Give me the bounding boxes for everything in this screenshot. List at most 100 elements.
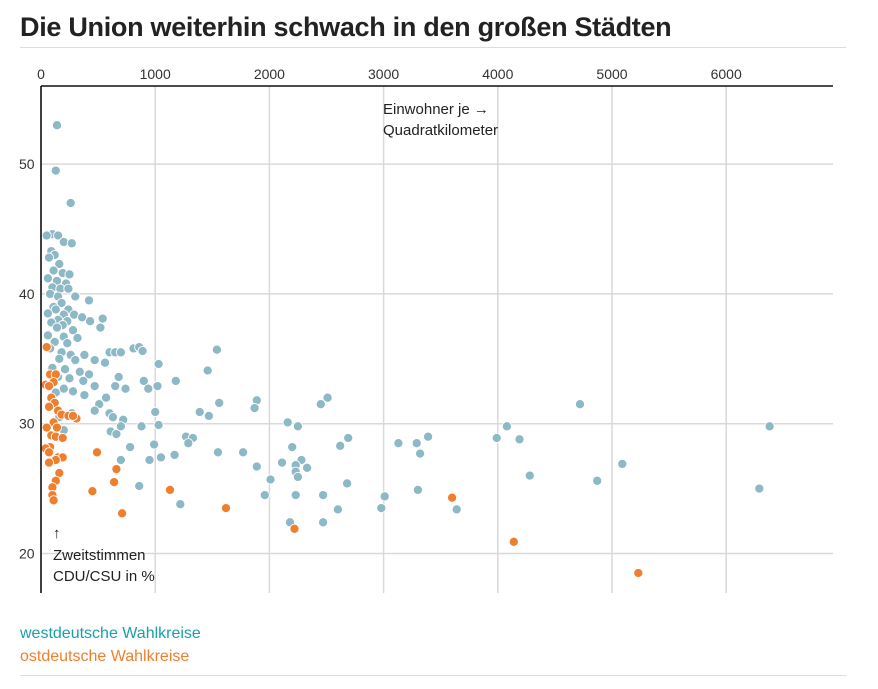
point-west: [287, 442, 298, 453]
point-west: [315, 399, 326, 410]
point-west: [211, 344, 222, 355]
point-west: [58, 383, 69, 394]
point-west: [238, 447, 249, 458]
point-west: [78, 375, 89, 386]
point-west: [152, 381, 163, 392]
point-west: [138, 375, 149, 386]
point-west: [63, 283, 74, 294]
point-west: [393, 438, 404, 449]
point-east: [220, 503, 232, 514]
point-west: [83, 295, 95, 306]
x-axis-label: Einwohner je → Quadratkilometer: [383, 101, 498, 139]
point-west: [67, 325, 79, 336]
point-west: [111, 429, 122, 440]
point-west: [107, 412, 118, 423]
point-west: [322, 392, 333, 403]
point-west: [120, 383, 131, 394]
point-west: [79, 349, 90, 360]
point-west: [74, 366, 85, 377]
y-tick-label: 30: [19, 416, 35, 432]
point-west: [72, 332, 83, 344]
point-west: [411, 438, 422, 449]
grid-layer: [41, 86, 833, 593]
point-west: [170, 375, 181, 386]
point-east: [43, 381, 55, 392]
point-east: [91, 447, 103, 458]
point-west: [183, 438, 194, 449]
point-west: [136, 421, 147, 432]
x-tick-label: 3000: [368, 66, 399, 82]
point-west: [290, 490, 301, 501]
scatter-chart: 0 1000 2000 3000 4000 5000 6000 20 30 40 50 Einwo…: [19, 66, 833, 593]
point-west: [42, 273, 53, 284]
point-west: [212, 447, 224, 458]
point-east: [508, 536, 519, 547]
point-west: [115, 347, 126, 358]
point-west: [153, 358, 164, 370]
point-east: [289, 523, 300, 534]
point-east: [43, 447, 55, 458]
y-axis-label: ↑ Zweitstimmen CDU/CSU in %: [53, 525, 155, 585]
point-west: [54, 258, 65, 270]
point-west: [41, 230, 52, 241]
point-west: [51, 322, 63, 333]
point-west: [144, 454, 155, 466]
legend-west: westdeutsche Wahlkreise: [20, 625, 201, 642]
point-west: [342, 478, 353, 489]
point-west: [67, 386, 79, 397]
point-west: [85, 316, 96, 327]
y-tick-label: 50: [19, 156, 35, 172]
point-west: [292, 471, 303, 482]
point-west: [335, 440, 346, 451]
point-west: [592, 475, 603, 486]
point-west: [423, 431, 434, 442]
point-west: [50, 304, 61, 315]
point-west: [574, 399, 586, 410]
point-west: [302, 462, 313, 473]
point-west: [134, 480, 145, 492]
point-west: [332, 504, 343, 515]
point-west: [169, 449, 180, 460]
point-east: [43, 401, 55, 412]
point-west: [155, 452, 166, 463]
point-east: [41, 422, 52, 433]
x-tick-labels: 0 1000 2000 3000 4000 5000 6000: [37, 66, 742, 82]
point-east: [109, 477, 120, 488]
point-west: [95, 322, 106, 333]
point-west: [54, 353, 65, 364]
point-west: [292, 421, 303, 432]
point-east: [164, 484, 176, 495]
point-west: [42, 308, 53, 319]
x-tick-label: 6000: [711, 66, 742, 82]
point-west: [51, 120, 63, 131]
point-west: [56, 297, 67, 309]
point-west: [115, 421, 126, 432]
point-west: [501, 421, 512, 432]
x-tick-label: 1000: [140, 66, 171, 82]
data-points: [40, 120, 775, 579]
x-tick-label: 5000: [596, 66, 627, 82]
point-west: [43, 252, 55, 263]
point-west: [42, 330, 53, 341]
point-west: [451, 504, 462, 515]
point-west: [415, 448, 426, 459]
point-west: [62, 338, 73, 349]
point-west: [89, 405, 100, 416]
point-west: [113, 371, 124, 383]
point-west: [150, 406, 161, 418]
point-west: [318, 490, 329, 501]
point-west: [101, 392, 112, 403]
point-west: [202, 365, 213, 376]
point-west: [491, 432, 502, 444]
point-west: [64, 373, 75, 384]
point-west: [514, 434, 525, 445]
point-west: [214, 397, 225, 408]
point-west: [379, 491, 390, 502]
point-west: [66, 238, 77, 249]
point-west: [194, 406, 205, 418]
point-east: [41, 342, 52, 353]
point-east: [43, 457, 55, 468]
point-west: [83, 369, 95, 380]
point-east: [48, 495, 59, 506]
point-west: [276, 457, 288, 468]
